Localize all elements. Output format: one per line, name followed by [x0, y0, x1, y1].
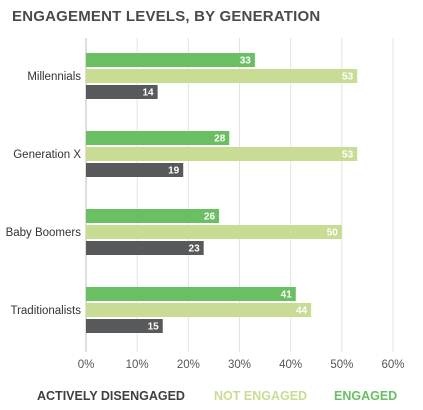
x-axis-ticks: 0% 10% 20% 30% 40% 50% 60%: [78, 359, 405, 371]
bar: [86, 241, 204, 255]
bar-value-label: 19: [168, 166, 180, 177]
bar-value-label: 28: [214, 134, 226, 145]
bar: [86, 303, 312, 317]
category-labels: Millennials Generation X Baby Boomers Tradi…: [6, 71, 82, 317]
legend-item: NOT ENGAGED: [214, 389, 308, 403]
bar-value-label: 26: [204, 212, 216, 223]
bar-value-label: 44: [296, 306, 308, 317]
bar-value-label: 41: [281, 290, 293, 301]
bar: [86, 131, 230, 145]
bar-value-label: 33: [240, 56, 252, 67]
bar-value-label: 15: [148, 322, 160, 333]
bar: [86, 147, 358, 161]
x-tick-label: 50%: [330, 359, 353, 371]
bar-value-label: 23: [189, 244, 201, 255]
category-label: Generation X: [13, 149, 81, 161]
x-tick-label: 60%: [381, 359, 404, 371]
x-tick-label: 20%: [177, 359, 200, 371]
x-tick-label: 0%: [78, 359, 95, 371]
bar: [86, 319, 163, 333]
bar-value-label: 53: [342, 150, 354, 161]
bar: [86, 209, 220, 223]
category-label: Millennials: [27, 71, 81, 83]
x-tick-label: 30%: [228, 359, 251, 371]
x-tick-label: 10%: [126, 359, 149, 371]
bar: [86, 287, 296, 301]
legend-item: ACTIVELY DISENGAGED: [37, 389, 185, 403]
bar: [86, 69, 358, 83]
bar-value-label: 50: [327, 228, 339, 239]
chart-title: ENGAGEMENT LEVELS, BY GENERATION: [12, 8, 321, 25]
bar-value-label: 53: [342, 72, 354, 83]
legend-item: ENGAGED: [334, 389, 398, 403]
category-label: Traditionalists: [10, 305, 81, 317]
bar: [86, 225, 342, 239]
bar: [86, 163, 184, 177]
bar: [86, 85, 158, 99]
bar-value-label: 14: [143, 88, 155, 99]
bar: [86, 53, 255, 67]
x-tick-label: 40%: [279, 359, 302, 371]
category-label: Baby Boomers: [6, 227, 82, 239]
